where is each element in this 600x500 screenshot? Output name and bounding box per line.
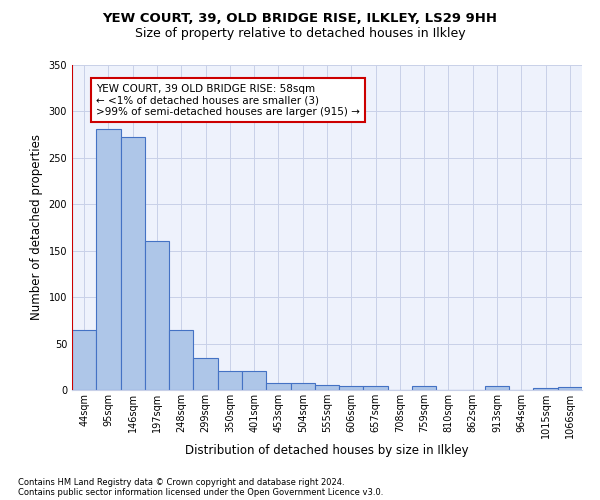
Text: YEW COURT, 39, OLD BRIDGE RISE, ILKLEY, LS29 9HH: YEW COURT, 39, OLD BRIDGE RISE, ILKLEY, … — [103, 12, 497, 26]
Bar — [339, 386, 364, 390]
Bar — [96, 129, 121, 390]
Bar — [193, 358, 218, 390]
Bar — [290, 382, 315, 390]
Bar — [242, 372, 266, 390]
Text: Contains HM Land Registry data © Crown copyright and database right 2024.: Contains HM Land Registry data © Crown c… — [18, 478, 344, 487]
Text: YEW COURT, 39 OLD BRIDGE RISE: 58sqm
← <1% of detached houses are smaller (3)
>9: YEW COURT, 39 OLD BRIDGE RISE: 58sqm ← <… — [96, 84, 360, 117]
Bar — [169, 330, 193, 390]
X-axis label: Distribution of detached houses by size in Ilkley: Distribution of detached houses by size … — [185, 444, 469, 456]
Bar — [266, 382, 290, 390]
Bar — [72, 330, 96, 390]
Bar — [218, 372, 242, 390]
Text: Size of property relative to detached houses in Ilkley: Size of property relative to detached ho… — [134, 28, 466, 40]
Bar — [485, 386, 509, 390]
Bar — [364, 386, 388, 390]
Text: Contains public sector information licensed under the Open Government Licence v3: Contains public sector information licen… — [18, 488, 383, 497]
Bar — [558, 387, 582, 390]
Bar — [315, 386, 339, 390]
Y-axis label: Number of detached properties: Number of detached properties — [30, 134, 43, 320]
Bar — [533, 388, 558, 390]
Bar — [145, 240, 169, 390]
Bar — [121, 138, 145, 390]
Bar — [412, 386, 436, 390]
